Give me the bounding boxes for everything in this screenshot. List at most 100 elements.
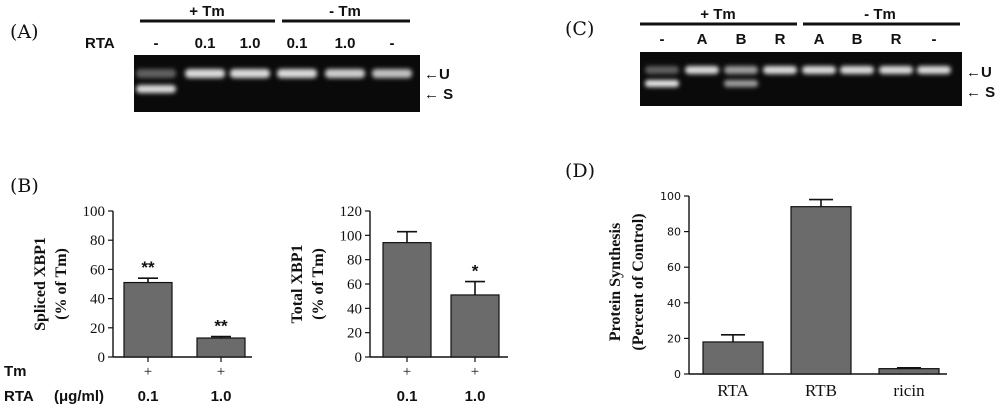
panel-c-minus-tm-label: - Tm <box>864 6 896 23</box>
bar <box>702 341 764 375</box>
panel-c-gel <box>640 52 962 106</box>
chart-spliced-xbp1: 0 20 40 60 80 100 Spliced XBP1 (% of Tm) ** 0.1 + *… <box>32 204 252 405</box>
y-tick-label: 100 <box>660 190 681 203</box>
gel-band-unspliced <box>136 69 176 78</box>
x-category-label: 0.1 <box>397 388 418 405</box>
gel-band-unspliced <box>802 66 836 74</box>
gel-band-unspliced <box>724 66 758 74</box>
y-tick-label: 100 <box>83 204 106 220</box>
y-tick-label: 0 <box>98 350 106 366</box>
panel-c-lane-label: - <box>932 31 937 48</box>
panel-d: (D) 0 20 40 60 80 100 Protein Synthesis (Percen… <box>565 160 947 400</box>
gel-band-unspliced <box>917 66 951 74</box>
panel-c-lane-label: B <box>736 31 747 48</box>
panel-a-lane-label: 0.1 <box>287 35 308 52</box>
y-tick-label: 40 <box>347 301 362 317</box>
panel-a-marker-u: ←U <box>424 66 450 83</box>
y-tick-label: 0 <box>355 350 363 366</box>
panel-a-plus-tm-label: + Tm <box>189 3 224 20</box>
panel-a-lane-label: 1.0 <box>335 35 356 52</box>
panel-c-lane-label: A <box>697 31 708 48</box>
y-axis-subtitle: (% of Tm) <box>53 248 70 320</box>
y-axis-subtitle: (Percent of Control) <box>630 213 647 350</box>
panel-c-lane-label: B <box>852 31 863 48</box>
gel-band-spliced <box>645 80 679 87</box>
x-category-label: 0.1 <box>138 388 159 405</box>
x-category-label: 1.0 <box>465 388 486 405</box>
panel-a-marker-s: ← S <box>424 86 453 103</box>
y-tick-label: 20 <box>347 326 362 342</box>
y-axis-title: Spliced XBP1 <box>32 237 49 331</box>
x-category-label: RTB <box>805 381 837 400</box>
bar <box>123 281 173 358</box>
panel-c-lane-label: R <box>775 31 786 48</box>
panel-c-lane-label: - <box>660 31 665 48</box>
panel-a-minus-tm-label: - Tm <box>329 3 361 20</box>
y-tick-label: 20 <box>667 332 681 345</box>
panel-a-lane-label: - <box>154 35 159 52</box>
y-tick-label: 0 <box>674 368 681 381</box>
gel-band-spliced <box>136 85 176 93</box>
panel-a-lane-label: 1.0 <box>240 35 261 52</box>
panel-c-label: (C) <box>565 18 594 40</box>
gel-band-unspliced <box>685 66 719 74</box>
y-axis-subtitle: (% of Tm) <box>310 248 327 320</box>
tm-sign-label: + <box>471 364 479 380</box>
chart-protein-synthesis: 0 20 40 60 80 100 Protein Synthesis (Percent of… <box>607 190 947 400</box>
panel-b-rta-label: RTA <box>4 388 34 405</box>
y-tick-label: 40 <box>90 292 105 308</box>
y-tick-label: 20 <box>90 321 105 337</box>
chart-total-xbp1: 0 20 40 60 80 100 120 Total XBP1 (% of Tm) 0.1 + * 1… <box>289 204 508 405</box>
panel-c-marker-s: ← S <box>966 84 995 101</box>
panel-c: (C) + Tm - Tm - A B R A B R - ←U ← S <box>565 6 995 106</box>
panel-c-plus-tm-label: + Tm <box>700 6 735 23</box>
x-category-label: 1.0 <box>211 388 232 405</box>
gel-band-unspliced <box>763 66 797 74</box>
y-tick-label: 40 <box>667 297 681 310</box>
y-tick-label: 60 <box>90 262 105 278</box>
y-tick-label: 80 <box>347 253 362 269</box>
gel-band-unspliced <box>325 69 365 78</box>
tm-sign-label: + <box>403 364 411 380</box>
y-tick-label: 80 <box>90 233 105 249</box>
tm-sign-label: + <box>217 364 225 380</box>
tm-sign-label: + <box>144 364 152 380</box>
panel-a-rta-label: RTA <box>85 35 115 52</box>
y-tick-label: 100 <box>340 228 363 244</box>
gel-band-unspliced <box>372 69 412 78</box>
panel-a-lane-label: 0.1 <box>195 35 216 52</box>
gel-band-unspliced <box>277 69 317 78</box>
panel-b: (B) Tm RTA (μg/ml) 0 20 40 60 80 100 Spliced X… <box>4 175 508 405</box>
bar <box>382 242 432 358</box>
panel-c-lane-label: R <box>891 31 902 48</box>
panel-b-rta-unit: (μg/ml) <box>54 388 104 405</box>
significance-marker: ** <box>141 258 155 277</box>
y-axis-title: Protein Synthesis <box>607 223 624 341</box>
gel-band-unspliced <box>645 66 679 74</box>
bar <box>450 294 500 358</box>
panel-a: (A) + Tm - Tm RTA - 0.1 1.0 0.1 1.0 - ←U ← S <box>10 3 453 112</box>
x-category-label: ricin <box>893 381 925 400</box>
panel-c-lane-label: A <box>814 31 825 48</box>
panel-d-label: (D) <box>565 160 595 182</box>
panel-a-label: (A) <box>10 21 39 43</box>
panel-a-lane-label: - <box>390 35 395 52</box>
gel-band-spliced <box>724 80 758 87</box>
gel-band-unspliced <box>185 69 225 78</box>
significance-marker: * <box>472 262 479 281</box>
gel-band-unspliced <box>230 69 270 78</box>
panel-c-marker-u: ←U <box>966 64 992 81</box>
y-axis-title: Total XBP1 <box>289 245 306 324</box>
x-category-label: RTA <box>717 381 749 400</box>
gel-band-unspliced <box>840 66 874 74</box>
bar <box>790 206 852 375</box>
bar <box>196 337 246 358</box>
panel-b-label: (B) <box>10 175 39 197</box>
y-tick-label: 60 <box>667 261 681 274</box>
y-tick-label: 60 <box>347 277 362 293</box>
panel-a-gel <box>134 55 420 112</box>
gel-band-unspliced <box>879 66 913 74</box>
bar <box>878 368 940 375</box>
significance-marker: ** <box>214 317 228 336</box>
